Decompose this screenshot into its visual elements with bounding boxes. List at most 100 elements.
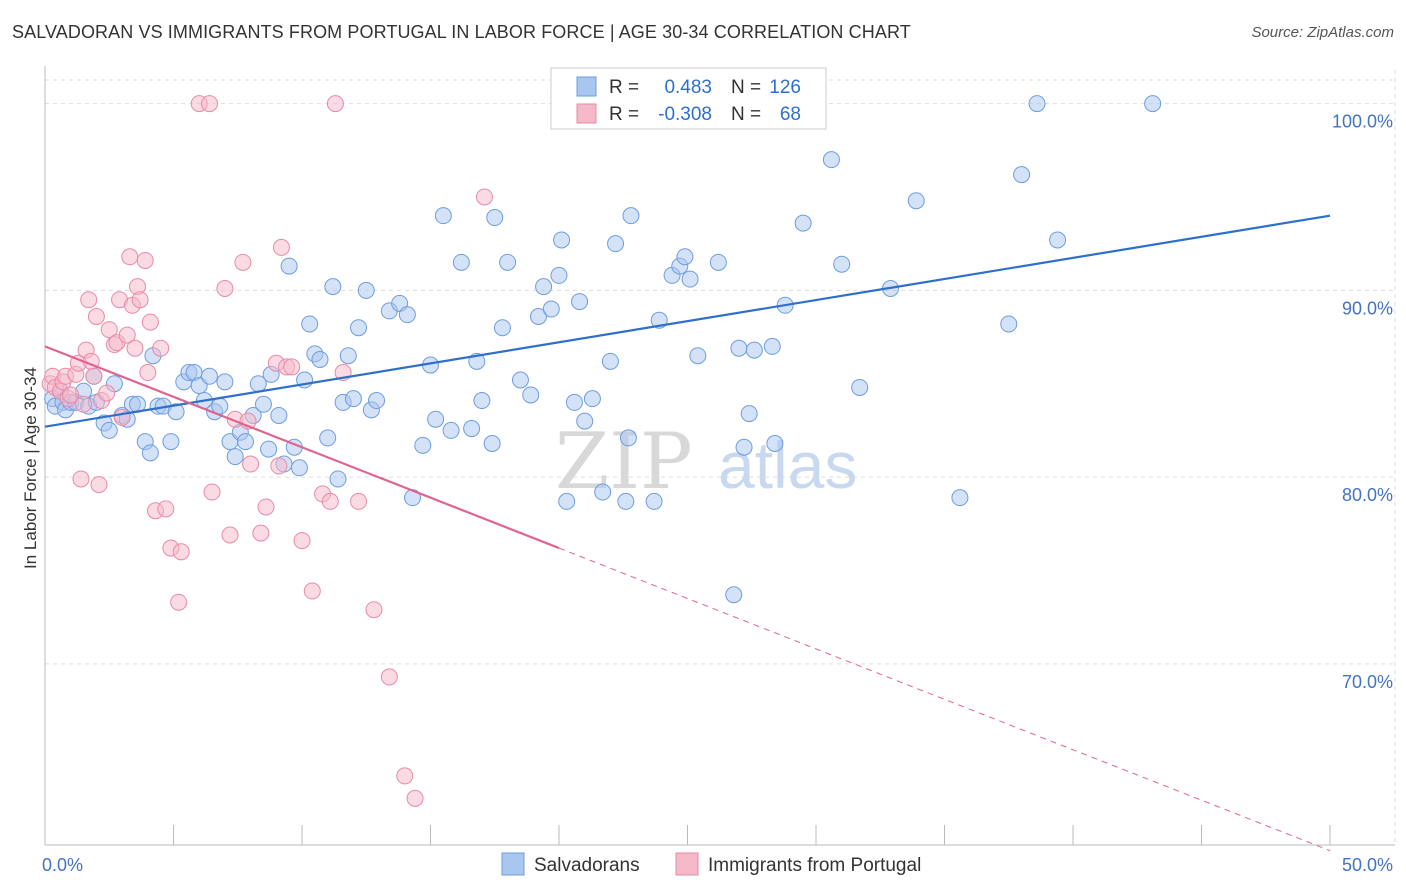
legend-r-value-1: 0.483 bbox=[664, 77, 712, 98]
series-legend-label-salvadorans: Salvadorans bbox=[534, 855, 640, 876]
series-legend: Salvadorans Immigrants from Portugal bbox=[501, 852, 921, 876]
point-portugal-42 bbox=[203, 483, 221, 501]
point-salvadoran-84 bbox=[550, 266, 568, 284]
legend-n-label-2: N = bbox=[731, 104, 761, 125]
point-salvadoran-83 bbox=[542, 300, 560, 318]
point-portugal-50 bbox=[257, 498, 275, 516]
point-portugal-33 bbox=[141, 313, 159, 331]
point-salvadoran-19 bbox=[141, 444, 159, 462]
point-salvadoran-77 bbox=[493, 319, 511, 337]
point-salvadoran-54 bbox=[329, 470, 347, 488]
point-portugal-20 bbox=[100, 321, 118, 339]
point-portugal-44 bbox=[221, 526, 239, 544]
trend-lines bbox=[44, 214, 1331, 852]
point-salvadoran-24 bbox=[167, 403, 185, 421]
point-portugal-57 bbox=[303, 582, 321, 600]
point-portugal-67 bbox=[475, 188, 493, 206]
point-salvadoran-78 bbox=[499, 253, 517, 271]
point-salvadoran-51 bbox=[311, 350, 329, 368]
point-salvadoran-119 bbox=[907, 192, 925, 210]
y-tick-label-1: 80.0% bbox=[1342, 485, 1393, 505]
point-portugal-24 bbox=[113, 408, 131, 426]
point-salvadoran-87 bbox=[565, 393, 583, 411]
point-portugal-26 bbox=[121, 248, 139, 266]
point-portugal-64 bbox=[380, 668, 398, 686]
point-salvadoran-81 bbox=[529, 308, 547, 326]
point-salvadoran-103 bbox=[689, 347, 707, 365]
point-portugal-60 bbox=[326, 95, 344, 113]
trend-line-portugal bbox=[44, 345, 560, 550]
point-portugal-36 bbox=[157, 500, 175, 518]
point-salvadoran-96 bbox=[622, 207, 640, 225]
point-salvadoran-68 bbox=[427, 410, 445, 428]
legend-r-label-1: R = bbox=[609, 77, 639, 98]
point-portugal-32 bbox=[139, 364, 157, 382]
point-portugal-35 bbox=[152, 339, 170, 357]
point-salvadoran-91 bbox=[594, 483, 612, 501]
point-portugal-41 bbox=[200, 95, 218, 113]
point-salvadoran-125 bbox=[1144, 95, 1162, 113]
point-salvadoran-47 bbox=[290, 459, 308, 477]
y-tick-label-2: 90.0% bbox=[1342, 298, 1393, 318]
point-salvadoran-57 bbox=[344, 390, 362, 408]
point-salvadoran-76 bbox=[486, 209, 504, 227]
point-salvadoran-117 bbox=[851, 378, 869, 396]
point-portugal-11 bbox=[75, 395, 93, 413]
point-salvadoran-112 bbox=[766, 434, 784, 452]
point-portugal-10 bbox=[72, 470, 90, 488]
point-salvadoran-88 bbox=[571, 293, 589, 311]
legend-r-label-2: R = bbox=[609, 104, 639, 125]
series-legend-label-portugal: Immigrants from Portugal bbox=[708, 855, 921, 876]
point-salvadoran-115 bbox=[822, 151, 840, 169]
point-salvadoran-64 bbox=[398, 306, 416, 324]
point-salvadoran-80 bbox=[522, 386, 540, 404]
point-portugal-39 bbox=[172, 543, 190, 561]
point-portugal-25 bbox=[118, 326, 136, 344]
point-portugal-52 bbox=[270, 457, 288, 475]
point-salvadoran-92 bbox=[601, 352, 619, 370]
point-salvadoran-58 bbox=[350, 319, 368, 337]
point-salvadoran-123 bbox=[1028, 95, 1046, 113]
point-salvadoran-30 bbox=[200, 367, 218, 385]
point-salvadoran-45 bbox=[280, 257, 298, 275]
point-salvadoran-85 bbox=[553, 231, 571, 249]
stats-legend: R = 0.483 N = 126 R = -0.308 N = 68 bbox=[550, 67, 827, 130]
point-salvadoran-110 bbox=[745, 341, 763, 359]
point-salvadoran-94 bbox=[617, 492, 635, 510]
watermark-atlas: atlas bbox=[718, 428, 857, 502]
point-salvadoran-93 bbox=[607, 235, 625, 253]
point-salvadoran-79 bbox=[511, 371, 529, 389]
point-salvadoran-108 bbox=[735, 438, 753, 456]
source-label: Source: ZipAtlas.com bbox=[1251, 24, 1394, 41]
point-salvadoran-71 bbox=[452, 253, 470, 271]
chart-title: SALVADORAN VS IMMIGRANTS FROM PORTUGAL I… bbox=[12, 22, 911, 42]
point-salvadoran-74 bbox=[473, 392, 491, 410]
point-salvadoran-56 bbox=[339, 347, 357, 365]
point-salvadoran-121 bbox=[1000, 315, 1018, 333]
point-portugal-15 bbox=[85, 367, 103, 385]
point-portugal-7 bbox=[62, 386, 80, 404]
series-legend-swatch-portugal bbox=[675, 852, 699, 876]
point-portugal-55 bbox=[283, 358, 301, 376]
point-salvadoran-72 bbox=[463, 420, 481, 438]
point-salvadoran-95 bbox=[619, 429, 637, 447]
point-salvadoran-97 bbox=[645, 492, 663, 510]
point-portugal-65 bbox=[396, 767, 414, 785]
point-salvadoran-89 bbox=[576, 412, 594, 430]
point-salvadoran-86 bbox=[558, 492, 576, 510]
point-salvadoran-70 bbox=[442, 421, 460, 439]
point-salvadoran-69 bbox=[434, 207, 452, 225]
trend-line-portugal-projection bbox=[558, 547, 1331, 852]
point-portugal-43 bbox=[216, 279, 234, 297]
y-axis-label: In Labor Force | Age 30-34 bbox=[21, 367, 40, 569]
point-salvadoran-49 bbox=[301, 315, 319, 333]
point-salvadoran-66 bbox=[414, 436, 432, 454]
point-salvadoran-41 bbox=[260, 440, 278, 458]
legend-box bbox=[550, 67, 827, 130]
point-portugal-62 bbox=[350, 492, 368, 510]
point-salvadoran-33 bbox=[216, 373, 234, 391]
x-tick-labels: 0.0% 50.0% bbox=[42, 855, 1393, 875]
point-portugal-63 bbox=[365, 601, 383, 619]
point-salvadoran-114 bbox=[794, 214, 812, 232]
